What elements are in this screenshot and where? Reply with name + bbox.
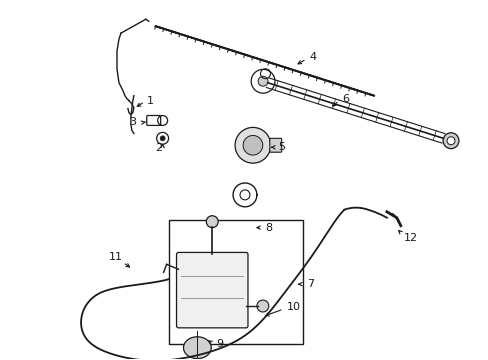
- Text: 2: 2: [155, 143, 162, 153]
- Circle shape: [235, 127, 270, 163]
- Text: 9: 9: [216, 339, 223, 349]
- Circle shape: [258, 76, 267, 86]
- Text: 10: 10: [286, 302, 300, 312]
- Ellipse shape: [183, 337, 211, 359]
- Bar: [168, 220, 302, 344]
- Circle shape: [160, 136, 165, 141]
- Text: 1: 1: [146, 96, 153, 105]
- Text: 4: 4: [309, 52, 316, 62]
- Circle shape: [442, 133, 458, 149]
- Text: 8: 8: [264, 222, 271, 233]
- Text: 11: 11: [109, 252, 123, 262]
- Text: 6: 6: [342, 94, 348, 104]
- Text: 3: 3: [129, 117, 136, 127]
- FancyBboxPatch shape: [269, 138, 281, 152]
- Text: 5: 5: [277, 142, 284, 152]
- Circle shape: [256, 300, 268, 312]
- FancyBboxPatch shape: [176, 252, 247, 328]
- Circle shape: [206, 216, 218, 228]
- Circle shape: [243, 135, 262, 155]
- Text: 12: 12: [403, 233, 417, 243]
- Circle shape: [446, 137, 454, 145]
- Text: 7: 7: [307, 279, 314, 289]
